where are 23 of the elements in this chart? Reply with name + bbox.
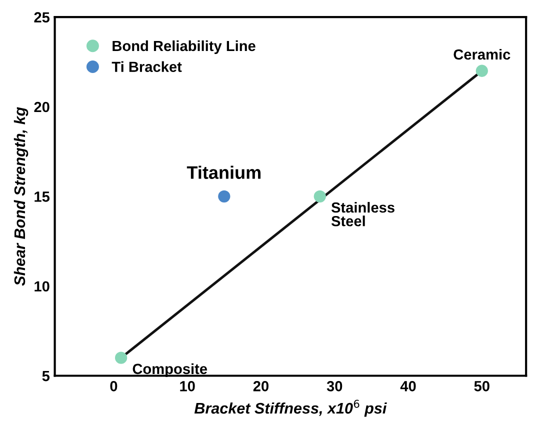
y-tick-label: 20 [34, 102, 50, 112]
x-tick-label: 30 [326, 381, 342, 392]
y-tick-label: 15 [34, 192, 50, 202]
annotation: Stainless Steel [331, 202, 394, 226]
x-tick-label: 10 [180, 381, 195, 392]
point [218, 190, 230, 202]
legend-label: Bond Reliability Line [112, 40, 256, 54]
y-tick-label: 10 [34, 281, 50, 292]
y-axis-title: Shear Bond Strength, kg [14, 107, 28, 286]
x-tick-label: 40 [400, 381, 416, 392]
x-tick-label: 20 [253, 381, 268, 392]
annotation: Composite [132, 363, 208, 377]
x-axis-title: Bracket Stiffness, x10$^{6}$ psi [194, 400, 387, 417]
point [476, 64, 488, 77]
annotation: Ceramic [454, 48, 510, 60]
legend-label: Ti Bracket [112, 61, 182, 72]
x-tick-label: 50 [474, 381, 490, 392]
y-tick-label: 5 [42, 371, 50, 382]
annotation: Titanium [186, 166, 261, 179]
y-tick-label: 25 [34, 12, 50, 23]
point [314, 190, 326, 202]
x-tick-label: 0 [110, 381, 118, 392]
point [115, 352, 128, 364]
